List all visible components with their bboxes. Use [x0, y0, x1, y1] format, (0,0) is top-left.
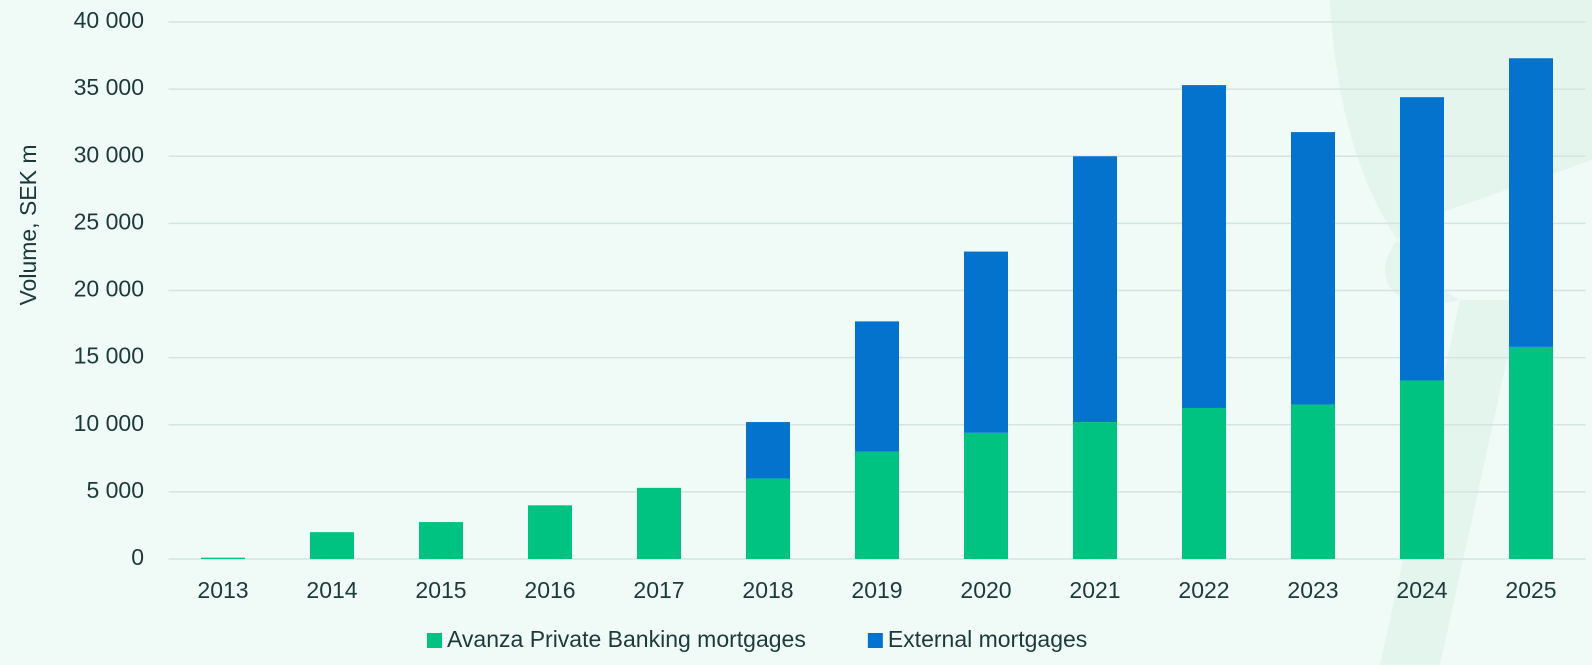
- bar-segment: [1400, 97, 1444, 381]
- y-tick-label: 35 000: [74, 74, 144, 100]
- y-tick-label: 5 000: [86, 477, 144, 503]
- legend-label: External mortgages: [888, 626, 1087, 652]
- x-tick-label: 2025: [1505, 577, 1556, 603]
- x-tick-label: 2013: [197, 577, 248, 603]
- bar-segment: [746, 422, 790, 479]
- bar-segment: [1509, 58, 1553, 347]
- y-tick-label: 25 000: [74, 208, 144, 234]
- background-decoration: [1380, 300, 1520, 665]
- x-tick-label: 2017: [633, 577, 684, 603]
- bar-segment: [637, 487, 681, 559]
- y-tick-label: 15 000: [74, 343, 144, 369]
- bar-segment: [1073, 422, 1117, 559]
- x-tick-label: 2018: [742, 577, 793, 603]
- legend-label: Avanza Private Banking mortgages: [447, 626, 806, 652]
- x-tick-label: 2024: [1396, 577, 1447, 603]
- x-tick-label: 2023: [1287, 577, 1338, 603]
- bar-segment: [201, 557, 245, 559]
- x-tick-label: 2014: [306, 577, 357, 603]
- bar-segment: [1291, 132, 1335, 405]
- bar-segment: [1509, 346, 1553, 559]
- bar-segment: [1400, 380, 1444, 559]
- y-axis-label: Volume, SEK m: [15, 144, 41, 305]
- bar-segment: [1182, 85, 1226, 408]
- y-tick-label: 0: [131, 544, 144, 570]
- x-tick-label: 2022: [1178, 577, 1229, 603]
- bar-segment: [1182, 407, 1226, 559]
- legend-swatch: [427, 633, 442, 648]
- bar-segment: [964, 251, 1008, 433]
- bar-segment: [1073, 156, 1117, 423]
- x-tick-label: 2016: [524, 577, 575, 603]
- x-tick-label: 2019: [851, 577, 902, 603]
- y-tick-label: 20 000: [74, 276, 144, 302]
- x-tick-label: 2020: [960, 577, 1011, 603]
- legend-swatch: [867, 633, 883, 648]
- bar-segment: [528, 505, 572, 559]
- bar-segment: [1291, 404, 1335, 559]
- y-tick-label: 10 000: [74, 410, 144, 436]
- bar-segment: [419, 522, 463, 559]
- x-tick-label: 2021: [1069, 577, 1120, 603]
- bar-segment: [746, 478, 790, 559]
- bar-segment: [855, 451, 899, 559]
- bar-segment: [855, 321, 899, 452]
- bar-segment: [310, 532, 354, 559]
- y-tick-label: 30 000: [74, 141, 144, 167]
- y-tick-label: 40 000: [74, 7, 144, 33]
- bar-segment: [964, 432, 1008, 559]
- x-tick-label: 2015: [415, 577, 466, 603]
